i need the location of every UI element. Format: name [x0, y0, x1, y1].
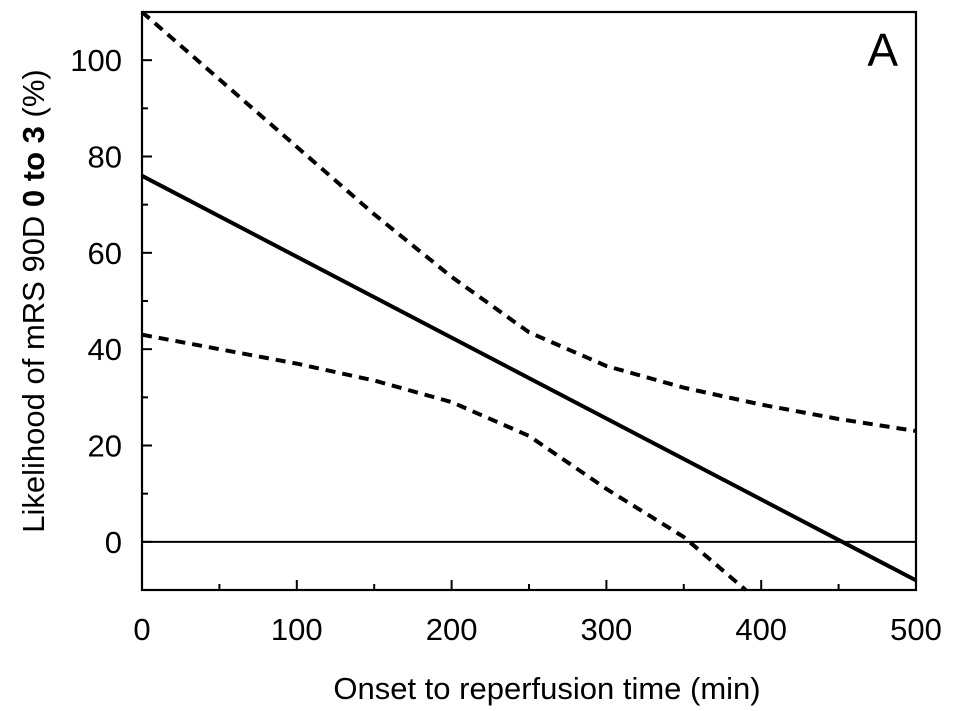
x-tick-label: 300 [581, 612, 633, 647]
plot-frame [140, 10, 918, 592]
x-tick-label: 100 [271, 612, 323, 647]
x-axis-title: Onset to reperfusion time (min) [333, 671, 760, 706]
x-tick-label: 400 [735, 612, 787, 647]
y-tick-label: 40 [88, 332, 122, 367]
series-line-1 [141, 174, 917, 583]
y-axis-title-part-3: (%) [16, 69, 51, 126]
y-axis-title-part-2: 0 to 3 [16, 126, 51, 207]
y-axis-title: Likelihood of mRS 90D 0 to 3 (%) [16, 69, 51, 532]
y-tick-label: 80 [88, 140, 122, 175]
x-tick-label: 0 [133, 612, 150, 647]
y-tick-label: 60 [88, 236, 122, 271]
y-tick-label: 20 [88, 429, 122, 464]
x-tick-label: 200 [426, 612, 478, 647]
ticks-layer: 0 100 200 300 400 500 0 20 40 60 80 100 [70, 11, 942, 647]
y-tick-label: 0 [105, 525, 122, 560]
y-axis-title-part-1: Likelihood of mRS 90D [16, 207, 51, 533]
series-line-2 [140, 10, 917, 433]
y-tick-label: 100 [70, 43, 122, 78]
series-line-3 [141, 332, 748, 592]
series-layer [140, 10, 917, 592]
panel-label: A [867, 24, 898, 76]
x-tick-label: 500 [890, 612, 942, 647]
